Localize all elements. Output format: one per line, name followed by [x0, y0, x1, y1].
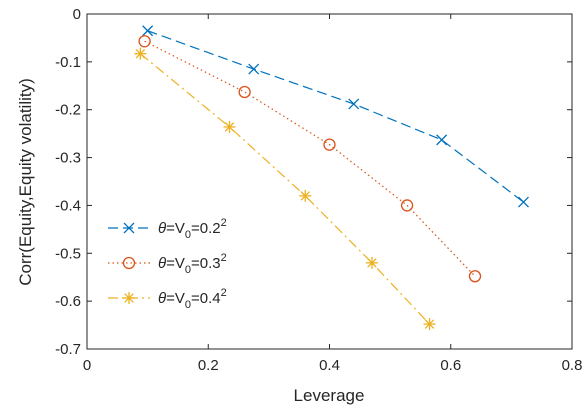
- series-1: [142, 25, 529, 208]
- legend-label-part: θ: [158, 220, 166, 237]
- legend-label-part: 2: [221, 252, 227, 264]
- circle-marker: [138, 35, 151, 48]
- legend-label-part: 2: [221, 287, 227, 299]
- y-tick-label: -0.7: [55, 341, 81, 358]
- circle-marker: [400, 199, 414, 212]
- x-tick-label: 0.4: [319, 357, 340, 374]
- y-tick-label: -0.2: [55, 102, 81, 119]
- x-marker: [248, 63, 260, 75]
- asterisk-marker: [134, 47, 147, 60]
- y-tick-label: -0.4: [55, 197, 81, 214]
- series-2: [138, 35, 482, 283]
- legend-entry-2: θ=V0=0.32: [108, 252, 227, 276]
- plot-area-box: [86, 13, 573, 350]
- asterisk-marker: [223, 120, 236, 133]
- asterisk-marker: [299, 189, 312, 202]
- y-tick-label: -0.1: [55, 54, 81, 71]
- asterisk-marker: [423, 318, 436, 331]
- x-tick-label: 0: [83, 357, 91, 374]
- legend-label-part: 2: [221, 217, 227, 229]
- x-axis-label: Leverage: [294, 386, 365, 405]
- legend-label-part: 0: [185, 299, 191, 311]
- legend-label-part: =0.4: [191, 290, 221, 307]
- x-tick-label: 0.8: [562, 357, 583, 374]
- y-tick-label: -0.6: [55, 293, 81, 310]
- legend-entry-3: θ=V0=0.42: [108, 287, 227, 311]
- x-marker: [348, 98, 360, 110]
- legend-label: θ=V0=0.32: [158, 252, 227, 276]
- x-tick-label: 0.2: [198, 357, 219, 374]
- circle-marker: [238, 85, 251, 99]
- x-marker: [123, 222, 135, 234]
- legend-label: θ=V0=0.22: [158, 217, 227, 241]
- circle-marker: [323, 138, 336, 151]
- legend-label-part: =V: [166, 290, 185, 307]
- legend-label-part: θ: [158, 255, 166, 272]
- y-tick-label: -0.3: [55, 150, 81, 167]
- legend: θ=V0=0.22θ=V0=0.32θ=V0=0.42: [108, 217, 227, 311]
- asterisk-marker: [365, 256, 378, 269]
- legend-label-part: =V: [166, 220, 185, 237]
- circle-marker: [122, 256, 136, 270]
- axes: 0 0.2 0.4 0.6 0.8 0 -0.1 -0.2 -0.3 -0.4 -0.5 -0.6 -0…: [55, 6, 582, 374]
- x-tick-label: 0.6: [440, 357, 461, 374]
- legend-label: θ=V0=0.42: [158, 287, 227, 311]
- legend-label-part: 0: [185, 229, 191, 241]
- y-tick-label: 0: [73, 6, 81, 23]
- series-3: [134, 47, 436, 331]
- circle-marker: [468, 270, 482, 283]
- y-tick-label: -0.5: [55, 245, 81, 262]
- x-marker: [518, 196, 529, 208]
- asterisk-marker: [123, 292, 135, 304]
- series-group: [134, 25, 529, 331]
- legend-label-part: =V: [166, 255, 185, 272]
- legend-label-part: 0: [185, 264, 191, 276]
- y-axis-label: Corr(Equity,Equity volatility): [16, 78, 35, 286]
- legend-label-part: θ: [158, 290, 166, 307]
- legend-label-part: =0.3: [191, 255, 221, 272]
- x-marker: [436, 134, 448, 146]
- x-marker: [142, 25, 154, 37]
- series-line: [144, 40, 476, 277]
- series-line: [139, 53, 430, 325]
- legend-entry-1: θ=V0=0.22: [108, 217, 227, 241]
- legend-label-part: =0.2: [191, 220, 221, 237]
